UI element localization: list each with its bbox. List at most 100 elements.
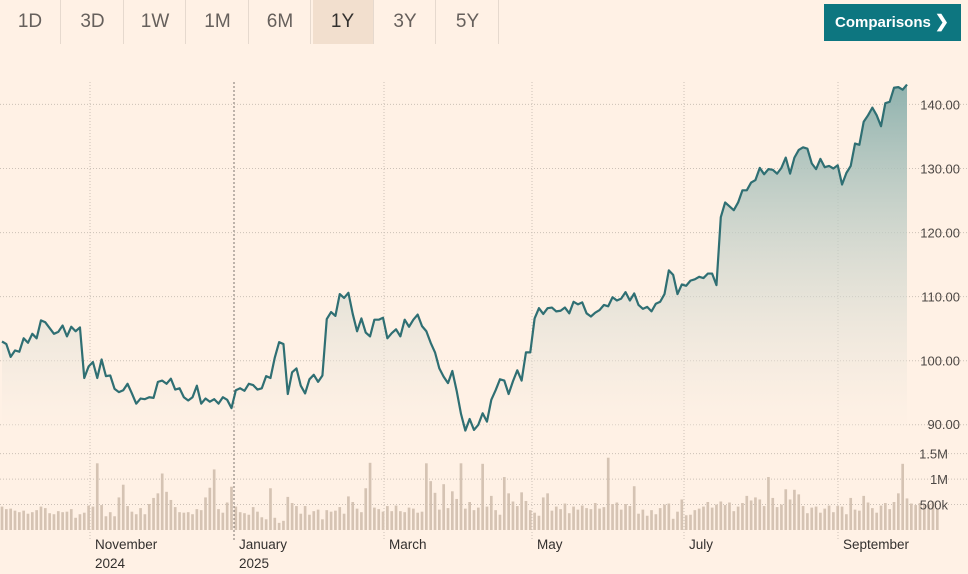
volume-bar	[22, 510, 25, 530]
date-tick-label: November	[95, 537, 158, 552]
volume-bar	[836, 506, 840, 530]
volume-bar	[286, 496, 290, 530]
time-range-selector: 1D 3D 1W 1M 6M 1Y 3Y 5Y	[0, 0, 500, 44]
volume-bar	[277, 522, 281, 530]
volume-bar	[260, 517, 264, 530]
volume-bar	[390, 511, 394, 530]
volume-bar	[191, 514, 194, 530]
volume-bar	[632, 486, 636, 530]
volume-bar	[69, 509, 73, 530]
volume-bar	[342, 513, 346, 530]
volume-bar	[95, 463, 99, 530]
volume-bar	[832, 512, 835, 530]
volume-bar	[866, 502, 870, 530]
volume-bar	[100, 505, 103, 530]
volume-bar	[524, 500, 528, 530]
volume-bar	[615, 502, 619, 530]
volume-bar	[78, 514, 82, 530]
volume-bar	[593, 503, 597, 530]
date-axis-ticks: November 2024 January 2025 March May July Septe…	[95, 537, 910, 571]
volume-bar	[888, 509, 892, 530]
volume-bar	[572, 506, 575, 530]
volume-bar	[247, 514, 251, 530]
volume-bar	[814, 506, 818, 530]
volume-bar	[745, 495, 749, 530]
volume-bar	[39, 506, 43, 530]
volume-bar	[641, 509, 645, 530]
price-line-group	[1, 83, 908, 432]
volume-bar	[680, 499, 684, 530]
volume-bars	[0, 457, 939, 530]
volume-bar	[637, 513, 640, 530]
volume-bar	[533, 512, 536, 530]
price-area	[2, 84, 907, 431]
volume-bar	[199, 510, 203, 530]
volume-bar	[489, 495, 493, 530]
volume-bar	[862, 495, 866, 530]
volume-bar	[667, 503, 671, 530]
range-3d-button[interactable]: 3D	[63, 0, 124, 44]
volume-bar	[585, 508, 588, 530]
volume-bar	[17, 512, 21, 530]
volume-bar	[650, 510, 653, 530]
range-1w-button[interactable]: 1W	[125, 0, 186, 44]
volume-bar	[459, 463, 463, 530]
range-1y-button[interactable]: 1Y	[312, 0, 374, 44]
volume-bar	[793, 489, 796, 530]
volume-bar	[823, 508, 827, 530]
volume-bar	[771, 497, 775, 530]
volume-bar	[927, 504, 930, 530]
volume-bar	[264, 519, 268, 530]
volume-bar	[455, 498, 459, 530]
volume-bar	[377, 509, 381, 530]
volume-bar	[4, 509, 8, 530]
volume-bar	[360, 512, 363, 530]
volume-bar	[429, 481, 433, 530]
volume-bar	[827, 505, 831, 530]
volume-bar	[797, 494, 801, 530]
volume-bar	[243, 513, 246, 530]
volume-bar	[715, 504, 718, 530]
volume-bar	[780, 504, 783, 530]
volume-bar	[754, 497, 757, 530]
comparisons-button[interactable]: Comparisons ❯	[824, 4, 961, 41]
volume-bar	[165, 491, 168, 530]
volume-bar	[619, 509, 623, 530]
volume-bar	[173, 507, 177, 530]
volume-bar	[481, 463, 484, 530]
volume-bar	[329, 511, 333, 530]
volume-bar	[338, 507, 342, 530]
range-1m-button[interactable]: 1M	[188, 0, 249, 44]
volume-bar	[697, 508, 701, 530]
price-axis-ticks: 90.00 100.00 110.00 120.00 130.00 140.00	[920, 97, 960, 431]
volume-bar	[160, 473, 164, 530]
volume-bar	[381, 511, 385, 530]
volume-bar	[373, 507, 376, 530]
volume-bar	[784, 489, 788, 530]
range-6m-button[interactable]: 6M	[250, 0, 311, 44]
volume-bar	[35, 510, 38, 530]
volume-bar	[26, 513, 30, 530]
volume-bar	[295, 506, 298, 530]
price-tick-label: 120.00	[920, 226, 960, 241]
volume-bar	[702, 506, 705, 530]
range-3y-button[interactable]: 3Y	[375, 0, 436, 44]
volume-bar	[104, 516, 108, 530]
volume-bar	[788, 499, 792, 530]
volume-tick-label: 500k	[920, 498, 949, 513]
volume-bar	[121, 484, 125, 530]
volume-bar	[87, 505, 90, 530]
volume-bar	[931, 501, 935, 530]
volume-bar	[710, 507, 714, 530]
range-5y-button[interactable]: 5Y	[438, 0, 499, 44]
volume-bar	[819, 512, 822, 530]
volume-bar	[719, 501, 723, 530]
volume-bar	[476, 507, 480, 530]
range-1d-button[interactable]: 1D	[0, 0, 61, 44]
volume-bar	[182, 512, 186, 530]
volume-bar	[879, 505, 883, 530]
comparisons-label: Comparisons	[835, 14, 931, 31]
volume-bar	[446, 508, 450, 530]
volume-bar	[43, 508, 47, 530]
volume-bar	[463, 508, 467, 530]
